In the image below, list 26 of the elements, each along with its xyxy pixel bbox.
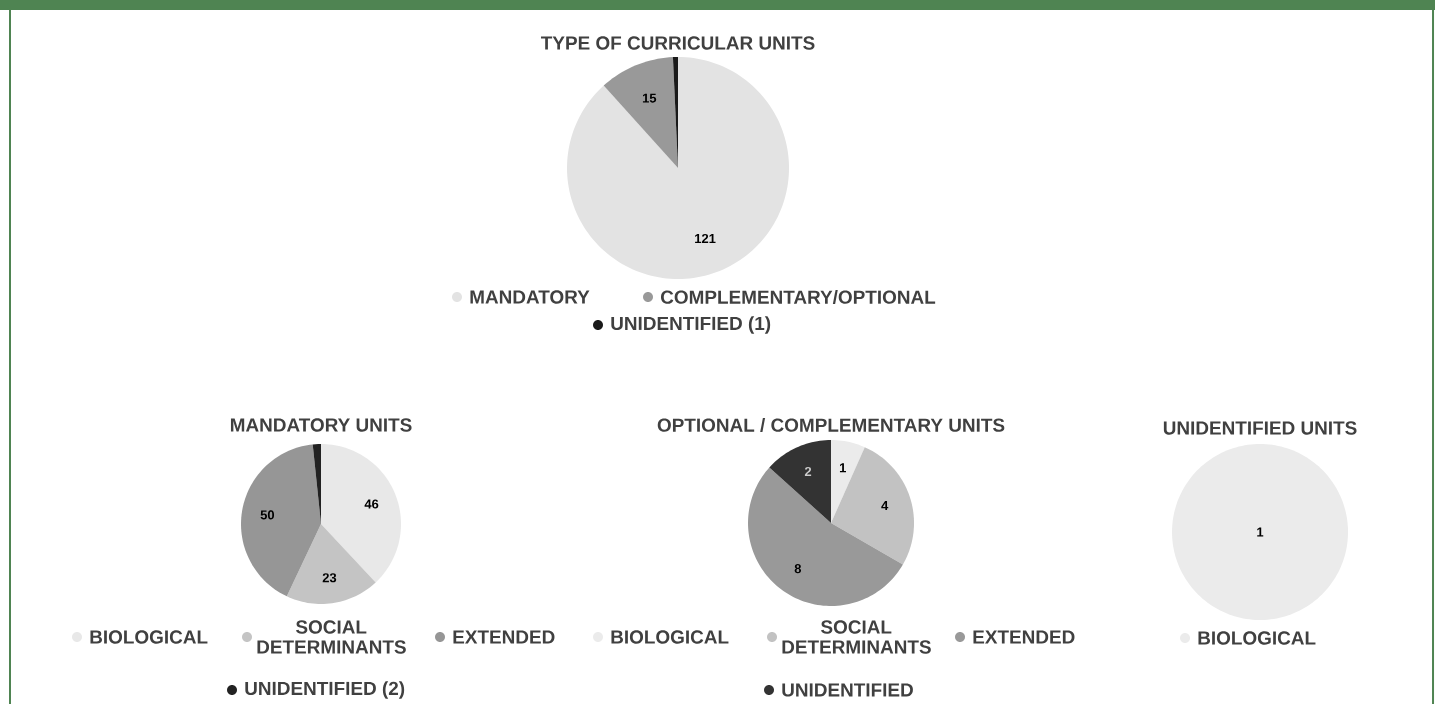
legend-label: SOCIAL DETERMINANTS	[257, 620, 406, 654]
data-label: 1	[839, 463, 846, 473]
legend-label: UNIDENTIFIED	[782, 683, 913, 697]
legend-label: MANDATORY	[470, 290, 590, 304]
chart-title: OPTIONAL / COMPLEMENTARY UNITS	[657, 417, 1005, 433]
legend-label: UNIDENTIFIED (2)	[245, 681, 405, 699]
data-label: 4	[881, 501, 889, 511]
legend-label: SOCIAL DETERMINANTS	[782, 620, 931, 654]
chart-title: TYPE OF CURRICULAR UNITS	[540, 36, 815, 50]
data-label: 121	[695, 233, 716, 243]
data-label: 2	[804, 466, 812, 476]
legend-label: BIOLOGICAL	[611, 630, 729, 644]
chart-title: MANDATORY UNITS	[230, 418, 412, 432]
data-label: 46	[364, 499, 379, 509]
chart-title: UNIDENTIFIED UNITS	[1163, 421, 1357, 435]
legend-label: EXTENDED	[453, 630, 555, 644]
legend-label: COMPLEMENTARY/OPTIONAL	[660, 289, 936, 305]
legend-label: BIOLOGICAL	[1198, 631, 1316, 645]
legend-label: UNIDENTIFIED (1)	[611, 316, 771, 334]
data-label: 1	[1257, 527, 1264, 537]
legend-label: BIOLOGICAL	[90, 630, 208, 644]
data-label: 50	[260, 510, 275, 520]
data-label: 23	[322, 573, 337, 583]
data-label: 15	[642, 93, 657, 103]
legend-label: EXTENDED	[973, 630, 1075, 644]
data-label: 8	[794, 564, 802, 574]
